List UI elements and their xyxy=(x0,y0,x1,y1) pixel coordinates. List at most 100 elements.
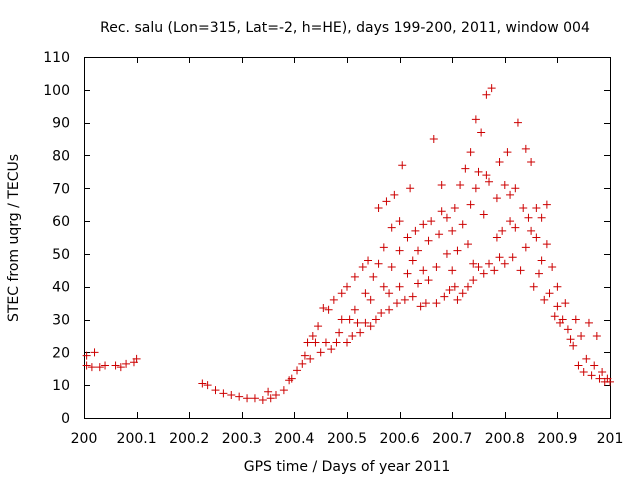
data-point xyxy=(377,308,386,317)
data-point xyxy=(308,331,317,340)
data-point xyxy=(364,256,373,265)
data-point xyxy=(371,315,380,324)
y-tick-label: 80 xyxy=(52,148,70,164)
data-point xyxy=(456,180,465,189)
data-point xyxy=(395,217,404,226)
data-point xyxy=(366,295,375,304)
data-point xyxy=(437,180,446,189)
data-point xyxy=(598,368,607,377)
data-point xyxy=(82,361,91,370)
data-point xyxy=(553,282,562,291)
data-point xyxy=(445,286,454,295)
data-point xyxy=(527,158,536,167)
data-point xyxy=(571,315,580,324)
data-point xyxy=(374,259,383,268)
data-point xyxy=(419,220,428,229)
data-point xyxy=(387,263,396,272)
data-point xyxy=(387,223,396,232)
data-point xyxy=(529,282,538,291)
data-point xyxy=(537,256,546,265)
data-point xyxy=(293,366,302,375)
x-tick-label: 200.3 xyxy=(222,431,262,447)
data-point xyxy=(385,289,394,298)
data-point xyxy=(482,90,491,99)
x-axis: 200 200.1 200.2 200.3 200.4 200.5 200.6 200.7 20… xyxy=(71,57,623,447)
data-point xyxy=(479,210,488,219)
data-point xyxy=(442,213,451,222)
data-point xyxy=(506,190,515,199)
data-point xyxy=(437,207,446,216)
data-point xyxy=(343,338,351,347)
data-point xyxy=(211,386,220,395)
data-point xyxy=(453,246,462,255)
data-point xyxy=(432,299,441,308)
plot-frame xyxy=(84,57,611,419)
y-tick-label: 0 xyxy=(61,411,70,427)
x-tick-label: 200.2 xyxy=(169,431,209,447)
data-point xyxy=(542,240,551,249)
data-point xyxy=(595,374,604,383)
y-tick-label: 100 xyxy=(43,83,70,99)
data-point xyxy=(300,351,309,360)
data-point xyxy=(424,236,433,245)
data-point xyxy=(558,315,567,324)
data-point xyxy=(500,180,509,189)
data-point xyxy=(374,203,383,212)
data-point xyxy=(358,263,367,272)
data-point xyxy=(266,394,275,403)
data-point xyxy=(490,266,499,275)
data-point xyxy=(411,226,420,235)
data-point xyxy=(466,200,475,209)
data-point xyxy=(337,289,346,298)
data-point xyxy=(198,379,207,388)
data-point xyxy=(569,341,578,350)
data-point xyxy=(503,148,512,157)
data-point xyxy=(506,217,515,226)
data-point xyxy=(511,184,520,193)
data-point xyxy=(132,354,141,363)
x-tick-label: 200 xyxy=(71,431,98,447)
data-point xyxy=(450,282,459,291)
data-point xyxy=(353,318,362,327)
data-point xyxy=(442,249,451,258)
data-point xyxy=(327,345,336,354)
data-point xyxy=(87,363,96,372)
data-point xyxy=(235,392,244,401)
data-point xyxy=(537,213,546,222)
data-point xyxy=(345,315,354,324)
data-point xyxy=(513,118,522,127)
data-point xyxy=(335,328,344,337)
data-point xyxy=(403,269,412,278)
data-point xyxy=(458,220,467,229)
data-point xyxy=(527,226,536,235)
x-tick-label: 200.4 xyxy=(274,431,314,447)
data-point xyxy=(474,167,483,176)
data-point xyxy=(482,171,491,180)
data-point xyxy=(319,304,328,313)
y-tick-label: 60 xyxy=(52,214,70,230)
data-point xyxy=(361,289,370,298)
data-point xyxy=(495,158,504,167)
data-point xyxy=(95,363,104,372)
data-point xyxy=(545,289,554,298)
data-point xyxy=(316,348,325,357)
data-point xyxy=(521,144,530,153)
data-point xyxy=(390,190,399,199)
data-point xyxy=(403,233,412,242)
x-axis-label: GPS time / Days of year 2011 xyxy=(244,459,451,475)
data-point xyxy=(406,184,415,193)
data-point xyxy=(395,282,404,291)
data-point xyxy=(469,276,478,285)
data-point xyxy=(279,386,288,395)
data-point xyxy=(485,259,494,268)
x-tick-label: 200.5 xyxy=(327,431,367,447)
data-point xyxy=(271,391,280,400)
data-point xyxy=(579,368,588,377)
x-tick-label: 200.1 xyxy=(117,431,157,447)
data-point xyxy=(495,253,504,262)
data-point xyxy=(448,226,457,235)
data-point xyxy=(90,348,99,357)
data-point xyxy=(448,266,457,275)
data-point xyxy=(101,361,110,370)
data-point xyxy=(532,203,541,212)
